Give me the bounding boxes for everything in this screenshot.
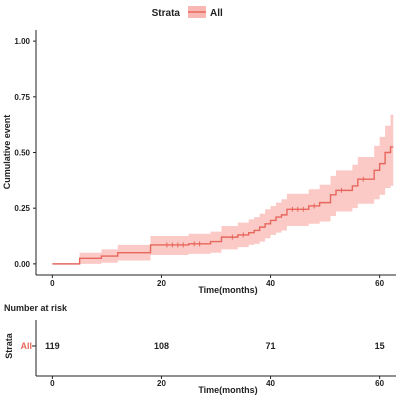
confidence-band <box>52 114 394 264</box>
legend-title: Strata <box>152 8 181 19</box>
risk-count: 108 <box>154 341 169 351</box>
legend-label: All <box>210 8 223 19</box>
risk-x-tick-label: 0 <box>50 379 55 388</box>
x-tick-label: 0 <box>50 279 55 288</box>
risk-table-x-axis-label: Time(months) <box>198 385 257 395</box>
y-tick-label: 0.75 <box>14 93 30 102</box>
censor-mark-layer <box>166 176 364 248</box>
y-tick-label: 0.00 <box>14 260 30 269</box>
legend: Strata All <box>152 6 223 19</box>
x-axis-label: Time(months) <box>198 285 257 295</box>
x-ticks: 0 20 40 60 <box>50 275 385 288</box>
x-tick-label: 20 <box>157 279 166 288</box>
risk-table-counts: 119 108 71 15 <box>45 341 385 351</box>
x-tick-label: 40 <box>266 279 275 288</box>
confidence-band-layer <box>52 114 394 264</box>
y-tick-label: 0.50 <box>14 149 30 158</box>
risk-x-tick-label: 60 <box>375 379 384 388</box>
y-axis-label: Cumulative event <box>2 115 12 190</box>
x-tick-label: 60 <box>375 279 384 288</box>
curve-layer <box>52 146 394 265</box>
y-tick-label: 1.00 <box>14 37 30 46</box>
risk-table-strata-label: Strata <box>4 332 14 359</box>
risk-table: Number at risk Strata All 119 108 71 15 0 20… <box>4 303 396 395</box>
risk-count: 119 <box>45 341 60 351</box>
y-ticks: 0.00 0.25 0.50 0.75 1.00 <box>14 37 36 269</box>
risk-table-x-ticks: 0 20 40 60 <box>50 376 385 388</box>
y-tick-label: 0.25 <box>14 204 30 213</box>
risk-x-tick-label: 40 <box>266 379 275 388</box>
risk-table-row-label: All <box>20 341 32 351</box>
cumulative-event-curve <box>52 146 394 265</box>
risk-table-title: Number at risk <box>4 303 68 313</box>
risk-count: 15 <box>375 341 385 351</box>
main-plot: 0.00 0.25 0.50 0.75 1.00 0 20 40 60 Cumulative … <box>2 30 396 295</box>
risk-x-tick-label: 20 <box>157 379 166 388</box>
risk-count: 71 <box>266 341 276 351</box>
